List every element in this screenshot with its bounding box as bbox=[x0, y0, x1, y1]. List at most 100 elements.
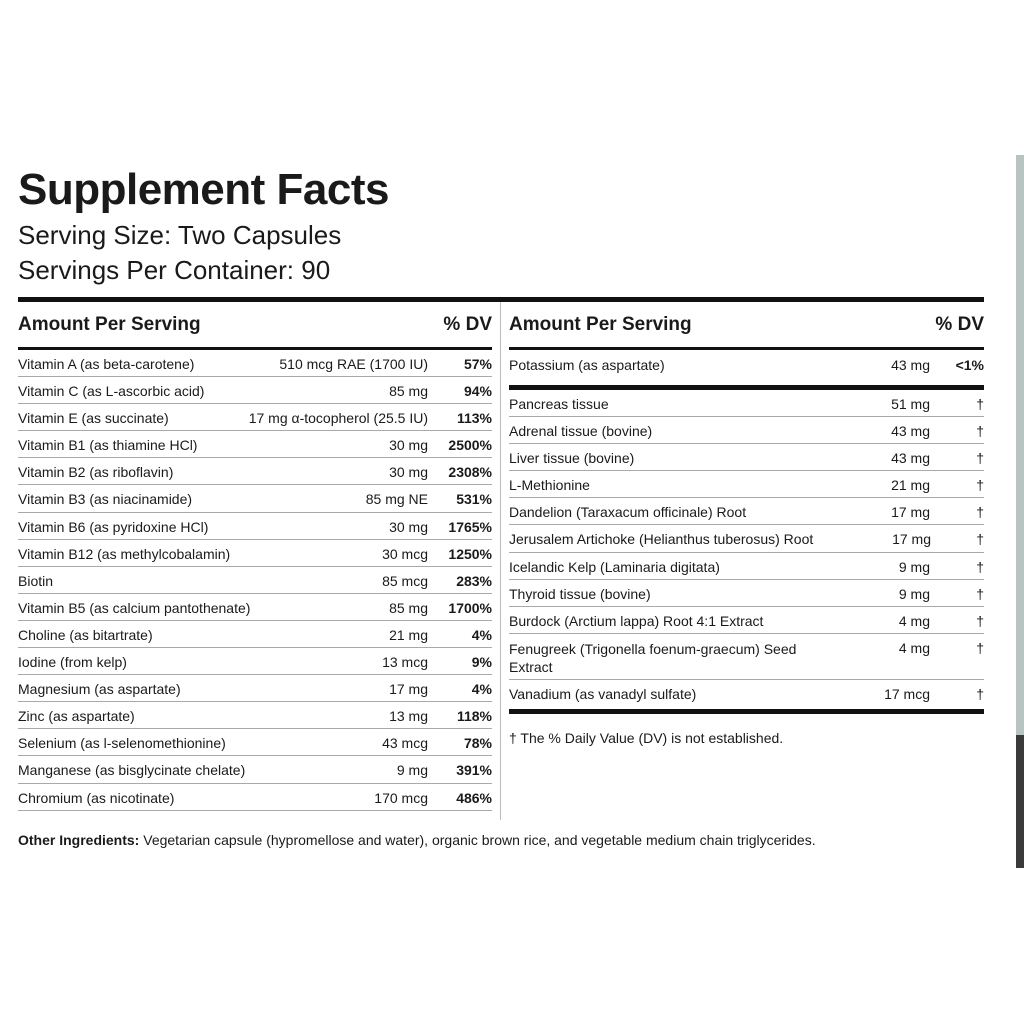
nutrient-amount: 43 mg bbox=[891, 450, 930, 467]
left-column: Amount Per Serving % DV Vitamin A (as be… bbox=[18, 302, 492, 811]
nutrient-amount: 510 mcg RAE (1700 IU) bbox=[279, 356, 428, 372]
edge-strip bbox=[1016, 155, 1024, 735]
table-row: Vitamin B6 (as pyridoxine HCl) 30 mg 1765% bbox=[18, 513, 492, 540]
dv-footnote: † The % Daily Value (DV) is not establis… bbox=[509, 729, 784, 746]
nutrient-amount: 21 mg bbox=[389, 626, 428, 643]
nutrient-amount: 9 mg bbox=[898, 585, 930, 602]
nutrient-name: Adrenal tissue (bovine) bbox=[509, 423, 653, 440]
table-row: Choline (as bitartrate) 21 mg 4% bbox=[18, 621, 492, 649]
nutrient-name: Manganese (as bisglycinate chelate) bbox=[18, 762, 246, 779]
table-row: Burdock (Arctium lappa) Root 4:1 Extract… bbox=[509, 607, 984, 634]
nutrient-dv: 118% bbox=[456, 708, 492, 725]
serving-size: Serving Size: Two Capsules bbox=[18, 220, 342, 250]
nutrient-dv: † bbox=[976, 558, 984, 575]
nutrient-amount: 13 mg bbox=[389, 708, 428, 725]
nutrient-name: Choline (as bitartrate) bbox=[18, 626, 153, 643]
right-header-row: Amount Per Serving % DV bbox=[509, 302, 984, 350]
table-row: Vitamin B2 (as riboflavin) 30 mg 2308% bbox=[18, 458, 492, 486]
nutrient-dv: 2308% bbox=[448, 464, 492, 481]
nutrient-amount: 9 mg bbox=[898, 558, 930, 575]
nutrient-dv: 283% bbox=[456, 572, 492, 589]
nutrient-amount: 17 mg α-tocopherol (25.5 IU) bbox=[248, 410, 428, 427]
table-row: Manganese (as bisglycinate chelate) 9 mg 3… bbox=[18, 756, 492, 784]
nutrient-dv: 57% bbox=[463, 356, 492, 372]
nutrient-amount: 30 mg bbox=[389, 464, 428, 481]
nutrient-dv: † bbox=[976, 639, 984, 656]
nutrient-name: Dandelion (Taraxacum officinale) Root bbox=[509, 504, 747, 521]
right-header-amount: Amount Per Serving bbox=[509, 313, 692, 335]
edge-strip-dark bbox=[1016, 735, 1024, 868]
nutrient-name: Burdock (Arctium lappa) Root 4:1 Extract bbox=[509, 612, 764, 629]
nutrient-dv: 1700% bbox=[448, 599, 492, 616]
label-title: Supplement Facts bbox=[18, 165, 389, 214]
nutrient-dv: 78% bbox=[463, 735, 492, 752]
left-header-dv: % DV bbox=[443, 313, 492, 335]
nutrient-amount: 85 mg NE bbox=[365, 491, 428, 508]
table-row: Vitamin A (as beta-carotene) 510 mcg RAE … bbox=[18, 350, 492, 378]
table-row: Vitamin C (as L-ascorbic acid) 85 mg 94% bbox=[18, 377, 492, 405]
table-row: Chromium (as nicotinate) 170 mcg 486% bbox=[18, 784, 492, 811]
nutrient-amount: 85 mcg bbox=[382, 572, 428, 589]
nutrient-amount: 43 mcg bbox=[382, 735, 428, 752]
table-row: Icelandic Kelp (Laminaria digitata) 9 mg † bbox=[509, 553, 984, 580]
left-rows: Vitamin A (as beta-carotene) 510 mcg RAE … bbox=[18, 350, 492, 811]
nutrient-name: Vitamin B2 (as riboflavin) bbox=[18, 464, 174, 481]
nutrient-amount: 17 mg bbox=[891, 504, 930, 521]
table-row: Vitamin B5 (as calcium pantothenate) 85 m… bbox=[18, 594, 492, 621]
right-header-dv: % DV bbox=[935, 313, 984, 335]
nutrient-amount: 17 mcg bbox=[884, 685, 930, 702]
other-ingredients-label: Other Ingredients: bbox=[18, 832, 140, 848]
table-row: Biotin 85 mcg 283% bbox=[18, 567, 492, 594]
nutrient-name: Vanadium (as vanadyl sulfate) bbox=[509, 685, 697, 702]
nutrient-dv: † bbox=[976, 531, 984, 548]
right-rows: Pancreas tissue 51 mg † Adrenal tissue (bov… bbox=[509, 390, 984, 707]
nutrient-name: Potassium (as aspartate) bbox=[509, 357, 665, 373]
nutrient-dv: † bbox=[976, 612, 984, 629]
nutrient-amount: 43 mg bbox=[891, 423, 930, 440]
nutrient-name: Vitamin A (as beta-carotene) bbox=[18, 356, 195, 372]
left-header-amount: Amount Per Serving bbox=[18, 313, 201, 335]
table-row: Zinc (as aspartate) 13 mg 118% bbox=[18, 702, 492, 730]
table-row: Jerusalem Artichoke (Helianthus tuberosu… bbox=[509, 525, 984, 553]
nutrient-name: Vitamin E (as succinate) bbox=[18, 410, 169, 427]
other-ingredients: Other Ingredients: Vegetarian capsule (h… bbox=[18, 832, 816, 848]
nutrient-amount: 85 mg bbox=[389, 599, 428, 616]
nutrient-amount: 17 mg bbox=[389, 681, 428, 698]
nutrient-amount: 17 mg bbox=[892, 531, 932, 548]
table-row: Iodine (from kelp) 13 mcg 9% bbox=[18, 648, 492, 676]
nutrient-name: Vitamin B3 (as niacinamide) bbox=[18, 491, 193, 508]
table-row: L-Methionine 21 mg † bbox=[509, 471, 984, 499]
nutrient-dv: 94% bbox=[463, 383, 492, 400]
nutrient-name: Biotin bbox=[18, 572, 54, 589]
table-row: Vitamin B1 (as thiamine HCl) 30 mg 2500% bbox=[18, 431, 492, 459]
nutrient-name: Magnesium (as aspartate) bbox=[18, 681, 181, 698]
top-thick-rule bbox=[18, 297, 984, 302]
right-column: Amount Per Serving % DV Potassium (as as… bbox=[509, 302, 984, 746]
nutrient-amount: 30 mg bbox=[389, 437, 428, 454]
table-row-potassium: Potassium (as aspartate) 43 mg <1% bbox=[509, 350, 984, 390]
nutrient-amount: 51 mg bbox=[891, 396, 930, 412]
left-header-row: Amount Per Serving % DV bbox=[18, 302, 492, 350]
nutrient-name: Thyroid tissue (bovine) bbox=[509, 585, 651, 602]
nutrient-amount: 170 mcg bbox=[374, 789, 428, 806]
nutrient-name: Chromium (as nicotinate) bbox=[18, 789, 175, 806]
nutrient-dv: † bbox=[976, 585, 984, 602]
nutrient-dv: † bbox=[976, 396, 984, 412]
nutrient-name: Vitamin B6 (as pyridoxine HCl) bbox=[18, 518, 209, 535]
nutrient-dv: † bbox=[976, 504, 984, 521]
table-row: Thyroid tissue (bovine) 9 mg † bbox=[509, 580, 984, 607]
nutrient-name: Liver tissue (bovine) bbox=[509, 450, 635, 467]
nutrient-name: Vitamin B5 (as calcium pantothenate) bbox=[18, 599, 251, 616]
nutrient-dv: 391% bbox=[456, 762, 492, 779]
table-row: Liver tissue (bovine) 43 mg † bbox=[509, 444, 984, 472]
nutrient-dv: 486% bbox=[456, 789, 492, 806]
nutrient-name: Vitamin C (as L-ascorbic acid) bbox=[18, 383, 205, 400]
nutrient-name: Iodine (from kelp) bbox=[18, 654, 127, 671]
table-row: Vitamin B12 (as methylcobalamin) 30 mcg 12… bbox=[18, 540, 492, 567]
column-divider bbox=[500, 302, 501, 820]
nutrient-amount: 30 mcg bbox=[382, 545, 428, 562]
nutrient-dv: 531% bbox=[456, 491, 492, 508]
nutrient-name: Fenugreek (Trigonella foenum-graecum) Se… bbox=[509, 640, 797, 675]
nutrient-dv: 1250% bbox=[448, 545, 492, 562]
nutrient-dv: † bbox=[976, 477, 984, 494]
